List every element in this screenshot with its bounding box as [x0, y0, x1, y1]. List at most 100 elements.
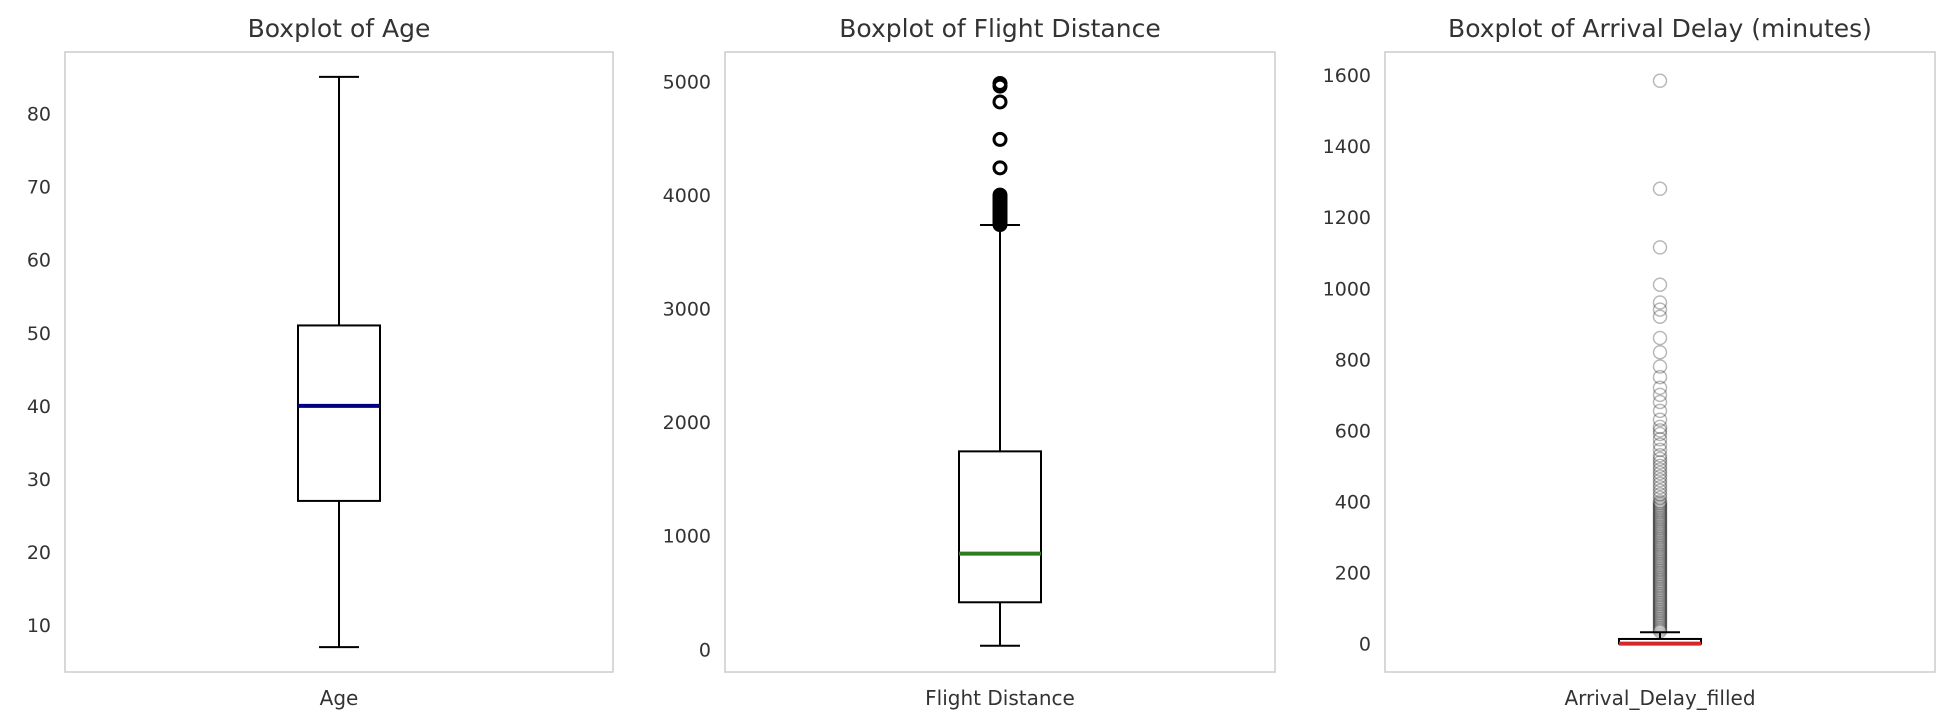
outlier-point	[1652, 359, 1668, 374]
x-axis-label: Age	[320, 686, 359, 710]
y-tick-label: 1000	[663, 526, 711, 548]
y-tick-label: 200	[1335, 563, 1371, 585]
outlier-point	[992, 94, 1008, 110]
outlier-point	[1652, 73, 1668, 89]
outlier-points	[1652, 73, 1668, 639]
outlier-points	[992, 75, 1008, 233]
outlier-point	[1652, 451, 1668, 467]
outlier-point	[1652, 558, 1668, 573]
outlier-point	[1652, 529, 1668, 545]
outlier-point	[1652, 588, 1668, 603]
panel-age: Boxplot of Age Age 10 20 30 40 50 60 70 80	[27, 14, 614, 710]
outlier-point	[1652, 543, 1668, 559]
outlier-point	[1652, 536, 1668, 552]
outlier-point	[1652, 591, 1668, 607]
outlier-point	[1652, 520, 1668, 536]
outlier-point	[1652, 547, 1668, 563]
outlier-point	[1652, 584, 1668, 600]
outlier-point	[1652, 542, 1668, 557]
outlier-point	[1652, 574, 1668, 589]
outlier-point	[1652, 458, 1668, 474]
outlier-point	[1652, 535, 1668, 550]
outlier-point	[992, 75, 1008, 91]
outlier-point	[1652, 556, 1668, 571]
outlier-point	[1652, 483, 1668, 499]
y-tick-label: 40	[27, 396, 51, 418]
outlier-point	[1652, 497, 1668, 513]
y-tick-label: 60	[27, 250, 51, 272]
outlier-point	[1652, 277, 1668, 292]
panel-arrival-delay: Boxplot of Arrival Delay (minutes) Arriv…	[1323, 14, 1936, 710]
outlier-point	[1652, 538, 1668, 554]
outlier-point	[1652, 565, 1668, 580]
outlier-point	[1652, 448, 1668, 463]
outlier-point	[1652, 403, 1668, 419]
outlier-point	[1652, 412, 1668, 427]
panel-flight-distance: Boxplot of Flight Distance Flight Distan…	[663, 14, 1276, 710]
outlier-point	[1652, 476, 1668, 491]
outlier-point	[1652, 387, 1668, 403]
outlier-point	[1652, 490, 1668, 506]
outlier-point	[1652, 510, 1668, 525]
x-axis-label: Flight Distance	[925, 686, 1075, 710]
outlier-point	[1652, 599, 1668, 614]
outlier-point	[1652, 572, 1668, 587]
outlier-point	[1652, 426, 1668, 442]
outlier-point	[1652, 620, 1668, 635]
outlier-point	[1652, 240, 1668, 255]
outlier-point	[1652, 513, 1668, 529]
outlier-point	[1652, 604, 1668, 619]
outlier-point	[1652, 615, 1668, 630]
outlier-point	[1652, 551, 1668, 566]
outlier-point	[1652, 508, 1668, 523]
y-tick-label: 1600	[1323, 65, 1371, 87]
outlier-point	[1652, 568, 1668, 584]
outlier-point	[1652, 590, 1668, 605]
outlier-point	[1652, 600, 1668, 616]
y-tick-label: 20	[27, 542, 51, 564]
y-ticks: 10 20 30 40 50 60 70 80	[27, 103, 51, 637]
outlier-point	[1652, 469, 1668, 484]
outlier-point	[1652, 606, 1668, 621]
outlier-point	[1652, 524, 1668, 539]
iqr-box	[297, 324, 381, 502]
outlier-point	[1652, 517, 1668, 532]
outlier-point	[1652, 607, 1668, 623]
outlier-point	[1652, 442, 1668, 458]
outlier-point	[1652, 369, 1668, 385]
outlier-point	[1652, 380, 1668, 396]
outlier-point	[1652, 581, 1668, 596]
outlier-point	[1652, 515, 1668, 531]
outlier-point	[1652, 622, 1668, 637]
y-tick-label: 70	[27, 177, 51, 199]
outlier-point	[1652, 181, 1668, 197]
y-tick-label: 0	[699, 639, 711, 661]
y-ticks: 0 200 400 600 800 1000 1200 1400 1600	[1323, 65, 1371, 655]
chart-title: Boxplot of Flight Distance	[839, 14, 1160, 43]
y-tick-label: 800	[1335, 349, 1371, 371]
outlier-point	[1652, 616, 1668, 632]
outlier-point	[1652, 504, 1668, 520]
outlier-point	[1652, 595, 1668, 610]
outlier-point	[1652, 501, 1668, 516]
outlier-point	[1652, 531, 1668, 547]
y-tick-label: 1400	[1323, 136, 1371, 158]
outlier-point	[1652, 499, 1668, 515]
outlier-point	[1652, 522, 1668, 538]
y-tick-label: 4000	[663, 185, 711, 207]
outlier-point	[1652, 494, 1668, 509]
y-tick-label: 1200	[1323, 207, 1371, 229]
outlier-point	[1652, 309, 1668, 324]
outlier-point	[992, 131, 1008, 147]
y-tick-label: 2000	[663, 412, 711, 434]
outlier-point	[1652, 511, 1668, 527]
outlier-point	[1652, 579, 1668, 594]
outlier-point	[1652, 419, 1668, 435]
outlier-point	[1652, 577, 1668, 593]
outlier-point	[1652, 527, 1668, 543]
outlier-point	[1652, 623, 1668, 639]
iqr-box	[958, 450, 1042, 604]
outlier-point	[992, 187, 1008, 203]
outlier-point	[1652, 330, 1668, 346]
